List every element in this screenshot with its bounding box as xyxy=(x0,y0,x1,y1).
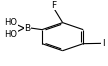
Text: HO: HO xyxy=(4,18,17,27)
Text: B: B xyxy=(25,24,31,33)
Text: I: I xyxy=(102,39,105,48)
Text: HO: HO xyxy=(4,30,17,39)
Text: F: F xyxy=(51,1,56,10)
